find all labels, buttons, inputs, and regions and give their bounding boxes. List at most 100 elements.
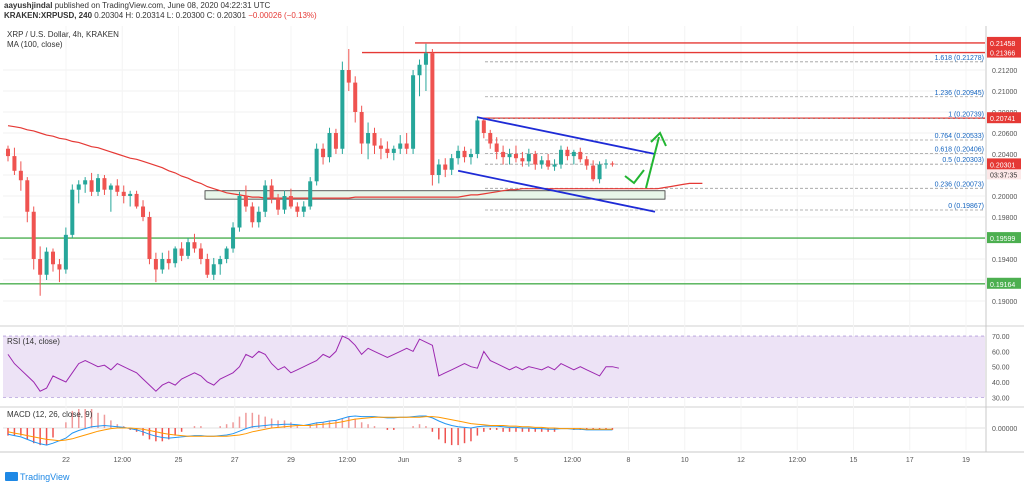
ohlc-info: KRAKEN:XRPUSD, 240 0.20304 H: 0.20314 L:… (4, 11, 317, 20)
candle-body (51, 251, 56, 265)
candle-body (89, 180, 94, 192)
candle-body (38, 259, 43, 275)
candle-body (314, 148, 319, 182)
candle-body (578, 151, 583, 160)
time-tick-label: 3 (458, 457, 462, 464)
candle-body (250, 206, 255, 223)
macd-line (7, 415, 613, 446)
candle-body (256, 211, 261, 223)
price-tick-label: 0.20400 (992, 152, 1017, 159)
candle-body (57, 264, 62, 270)
price-label-box (987, 232, 1021, 244)
time-tick-label: 12:00 (788, 457, 806, 464)
price-tick-label: 0.19800 (992, 215, 1017, 222)
candle-body (18, 170, 23, 181)
candle-body (603, 163, 608, 165)
candle-body (353, 82, 358, 112)
signal-line (7, 416, 613, 442)
tradingview-logo[interactable]: TradingView (5, 472, 70, 482)
price-tick-label: 0.20000 (992, 194, 1017, 201)
candle-body (218, 259, 223, 265)
candle-body (44, 251, 49, 275)
price-label-text: 0.19599 (990, 236, 1015, 243)
candle-body (359, 112, 364, 144)
author[interactable]: aayushjindal (4, 1, 53, 10)
candle-body (417, 64, 422, 76)
candle-body (571, 151, 576, 157)
candle-body (211, 264, 216, 275)
candle-body (333, 133, 338, 149)
axes: 0.212000.210000.208000.206000.204000.202… (62, 36, 1021, 464)
time-tick-label: Jun (398, 457, 409, 464)
fib-label: 0.236 (0.20073) (935, 181, 984, 188)
price-tick-label: 0.21200 (992, 68, 1017, 75)
candle-body (237, 196, 242, 228)
price-label-box (987, 277, 1021, 289)
price-tick-label: 0.19400 (992, 257, 1017, 264)
candle-body (552, 164, 557, 167)
fib-label: 0.764 (0.20533) (935, 133, 984, 140)
time-tick-label: 27 (231, 457, 239, 464)
candle-body (31, 211, 36, 259)
forecast-arrow-shaft (645, 136, 660, 189)
candle-body (430, 53, 435, 176)
time-tick-label: 15 (850, 457, 858, 464)
rsi-tick-label: 40.00 (992, 380, 1010, 387)
candle-body (526, 154, 531, 162)
price-pane[interactable]: 1.618 (0.21278) 1.236 (0.20945) 1 (0.20739… (0, 42, 985, 296)
price-label-box (987, 46, 1021, 58)
ohlc-values: 0.20304 H: 0.20314 L: 0.20300 C: 0.20301 (94, 11, 246, 20)
candle-body (372, 133, 377, 146)
candle-body (501, 151, 506, 158)
brand-name: TradingView (20, 472, 70, 482)
candle-body (584, 159, 589, 166)
price-tick-label: 0.20600 (992, 131, 1017, 138)
time-tick-label: 12:00 (113, 457, 131, 464)
time-tick-label: 19 (962, 457, 970, 464)
candle-body (70, 189, 75, 235)
publish-info: aayushjindal published on TradingView.co… (4, 1, 270, 10)
price-label-text: 0.20741 (990, 116, 1015, 123)
time-tick-label: 12:00 (338, 457, 356, 464)
ma-legend: MA (100, close) (7, 40, 63, 49)
candle-body (539, 160, 544, 165)
candle-body (436, 164, 441, 175)
candle-body (25, 180, 30, 212)
candle-body (205, 259, 210, 275)
candle-body (546, 160, 551, 167)
macd-pane[interactable] (3, 409, 985, 446)
time-tick-label: 29 (287, 457, 295, 464)
chart-title: XRP / U.S. Dollar, 4h, KRAKEN (7, 30, 119, 39)
candle-body (173, 248, 178, 264)
time-tick-label: 17 (906, 457, 914, 464)
price-label-box (987, 158, 1021, 170)
candle-body (558, 149, 563, 165)
candle-body (346, 70, 351, 83)
candle-body (83, 180, 88, 185)
candle-body (597, 164, 602, 180)
candle-body (533, 154, 538, 165)
candle-body (456, 150, 461, 159)
countdown-text: 03:37:35 (990, 172, 1017, 179)
price-label-box (987, 112, 1021, 124)
candle-body (443, 164, 448, 170)
candle-body (494, 143, 499, 152)
candle-body (166, 259, 171, 264)
fib-label: 0.618 (0.20406) (935, 146, 984, 153)
fib-label: 0 (0.19867) (948, 203, 984, 210)
fib-label: 1 (0.20739) (948, 111, 984, 118)
price-label-text: 0.21366 (990, 51, 1015, 58)
candle-body (63, 234, 68, 270)
candle-body (366, 133, 371, 144)
candle-body (488, 133, 493, 144)
ma-line (7, 125, 703, 199)
price-label-text: 0.20301 (990, 162, 1015, 169)
candle-body (147, 217, 152, 259)
rsi-line (7, 335, 620, 392)
price-tick-label: 0.21000 (992, 89, 1017, 96)
price-tick-label: 0.19000 (992, 299, 1017, 306)
rsi-pane[interactable] (3, 335, 985, 398)
time-tick-label: 12:00 (563, 457, 581, 464)
candle-body (462, 150, 467, 158)
